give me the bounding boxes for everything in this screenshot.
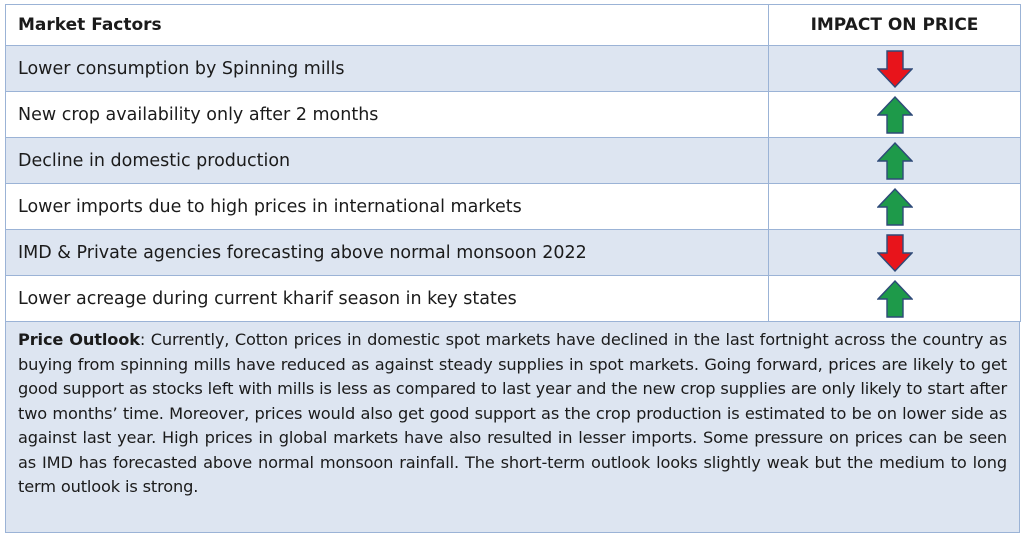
table-row: Lower imports due to high prices in inte… xyxy=(5,183,1021,230)
table-header-row: Market Factors IMPACT ON PRICE xyxy=(5,4,1021,46)
factor-label: Lower consumption by Spinning mills xyxy=(5,45,769,92)
table-row: Decline in domestic production xyxy=(5,137,1021,184)
down-arrow-icon xyxy=(876,49,913,88)
market-factors-table: Market Factors IMPACT ON PRICE Lower con… xyxy=(5,4,1021,322)
factor-label: New crop availability only after 2 month… xyxy=(5,91,769,138)
impact-on-price-header: IMPACT ON PRICE xyxy=(768,4,1021,46)
factor-label: Lower imports due to high prices in inte… xyxy=(5,183,769,230)
price-outlook-box: Price Outlook: Currently, Cotton prices … xyxy=(5,322,1020,533)
price-outlook-text: : Currently, Cotton prices in domestic s… xyxy=(18,330,1007,496)
impact-cell xyxy=(768,183,1021,230)
impact-cell xyxy=(768,275,1021,322)
factor-label: IMD & Private agencies forecasting above… xyxy=(5,229,769,276)
up-arrow-icon xyxy=(876,95,913,134)
price-outlook-label: Price Outlook xyxy=(18,330,140,349)
up-arrow-icon xyxy=(876,279,913,318)
up-arrow-icon xyxy=(876,187,913,226)
impact-cell xyxy=(768,229,1021,276)
factor-label: Decline in domestic production xyxy=(5,137,769,184)
table-row: Lower acreage during current kharif seas… xyxy=(5,275,1021,322)
impact-cell xyxy=(768,45,1021,92)
market-factors-panel: Market Factors IMPACT ON PRICE Lower con… xyxy=(5,4,1021,533)
down-arrow-icon xyxy=(876,233,913,272)
table-row: Lower consumption by Spinning mills xyxy=(5,45,1021,92)
up-arrow-icon xyxy=(876,141,913,180)
factor-label: Lower acreage during current kharif seas… xyxy=(5,275,769,322)
impact-cell xyxy=(768,91,1021,138)
table-row: New crop availability only after 2 month… xyxy=(5,91,1021,138)
impact-cell xyxy=(768,137,1021,184)
table-row: IMD & Private agencies forecasting above… xyxy=(5,229,1021,276)
market-factors-header: Market Factors xyxy=(5,4,769,46)
